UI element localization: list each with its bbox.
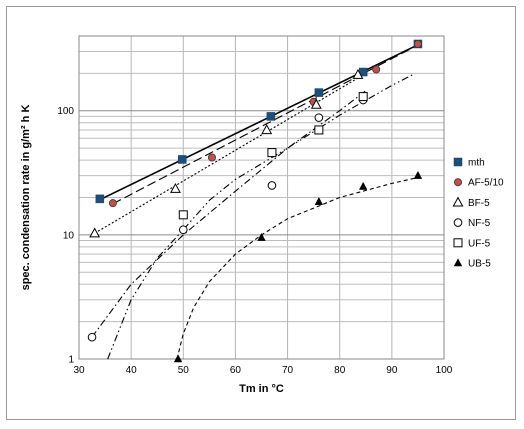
legend: mth AF-5/10 BF-5 NF-5 UF-5 UB-5 xyxy=(452,157,504,270)
data-point-bf-5 xyxy=(89,227,101,238)
legend-marker-nf-5 xyxy=(453,218,463,227)
plot-area-border xyxy=(78,35,445,360)
x-tick-label: 80 xyxy=(334,365,346,376)
trend-line-mth xyxy=(99,44,419,201)
legend-label-af-5-10: AF-5/10 xyxy=(468,178,504,189)
data-point-af-5-10 xyxy=(372,65,381,74)
trend-lines xyxy=(91,44,419,360)
x-tick-label: 60 xyxy=(230,365,242,376)
data-point-ub-5 xyxy=(314,196,324,205)
data-point-bf-5 xyxy=(352,68,364,79)
legend-marker-ub-5 xyxy=(453,258,463,267)
grid xyxy=(78,35,445,360)
data-point-nf-5 xyxy=(314,113,324,122)
chart-frame: 30 40 50 60 70 80 90 100 1 10 100 Tm in °C spec. … xyxy=(6,6,516,420)
data-point-bf-5 xyxy=(261,124,273,135)
data-point-bf-5 xyxy=(170,182,181,193)
legend-marker-mth xyxy=(453,157,463,167)
data-point-af-5-10 xyxy=(413,39,422,48)
data-point-ub-5 xyxy=(257,232,266,241)
data-point-uf-5 xyxy=(178,210,188,220)
x-tick-label: 70 xyxy=(282,365,294,376)
x-axis-label: Tm in °C xyxy=(239,383,284,395)
y-tick-label: 100 xyxy=(57,106,74,117)
data-point-mth xyxy=(95,194,105,204)
data-point-nf-5 xyxy=(267,181,277,190)
y-axis-label: spec. condensation rate in g/m² h K xyxy=(20,105,32,291)
legend-label-uf-5: UF-5 xyxy=(468,238,491,249)
data-point-ub-5 xyxy=(173,354,183,363)
data-point-ub-5 xyxy=(358,181,368,190)
legend-label-ub-5: UB-5 xyxy=(468,259,491,270)
data-markers xyxy=(87,39,423,363)
trend-line-uf-5 xyxy=(107,74,413,360)
data-point-nf-5 xyxy=(178,225,188,235)
legend-marker-af-5-10 xyxy=(453,178,462,187)
data-point-af-5-10 xyxy=(207,153,216,162)
x-tick-label: 90 xyxy=(386,365,398,376)
x-tick-label: 100 xyxy=(436,365,453,376)
y-tick-labels: 1 10 100 xyxy=(57,106,74,365)
legend-marker-bf-5 xyxy=(452,196,464,207)
x-tick-labels: 30 40 50 60 70 80 90 100 xyxy=(73,365,452,376)
trend-line-af-5-10 xyxy=(112,44,419,205)
legend-marker-uf-5 xyxy=(453,238,463,248)
data-point-uf-5 xyxy=(358,92,368,102)
data-point-ub-5 xyxy=(413,170,423,179)
x-tick-label: 50 xyxy=(178,365,190,376)
y-tick-label: 1 xyxy=(68,355,74,366)
x-tick-label: 30 xyxy=(73,365,85,376)
data-point-mth xyxy=(266,112,276,121)
x-tick-label: 40 xyxy=(126,365,138,376)
data-point-nf-5 xyxy=(87,332,97,342)
data-point-bf-5 xyxy=(310,98,322,109)
data-point-mth xyxy=(314,88,324,97)
data-point-uf-5 xyxy=(314,125,324,135)
data-point-af-5-10 xyxy=(108,199,117,208)
data-point-uf-5 xyxy=(267,148,277,158)
trend-line-nf-5 xyxy=(91,90,367,338)
legend-label-mth: mth xyxy=(468,158,485,169)
trend-line-bf-5 xyxy=(94,72,367,234)
legend-label-bf-5: BF-5 xyxy=(468,198,490,209)
trend-line-ub-5 xyxy=(176,176,419,360)
data-point-mth xyxy=(177,155,187,164)
legend-label-nf-5: NF-5 xyxy=(468,218,491,229)
y-tick-label: 10 xyxy=(63,230,75,241)
